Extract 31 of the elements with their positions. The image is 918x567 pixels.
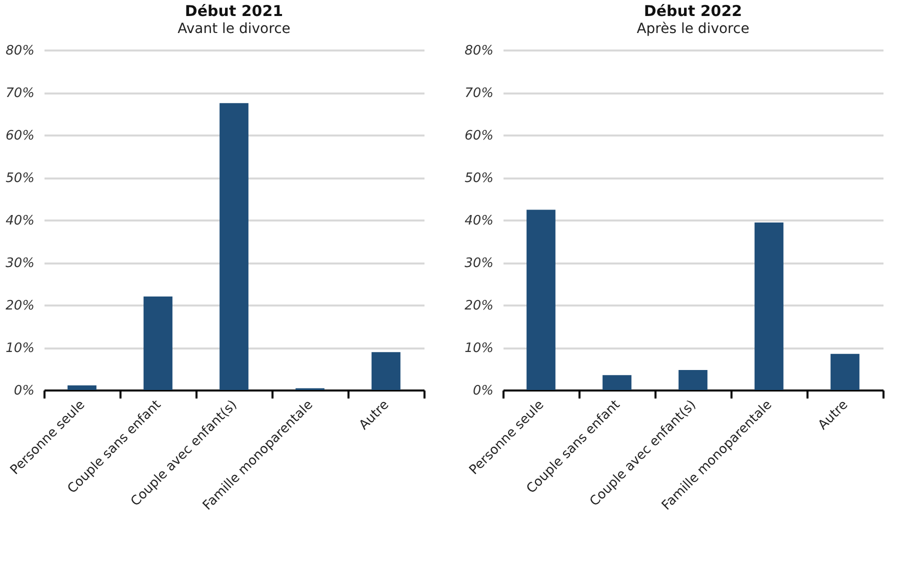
bar xyxy=(526,210,556,390)
y-tick-label: 80% xyxy=(464,44,494,58)
bar xyxy=(678,370,708,390)
bar xyxy=(602,375,632,390)
chart-subtitle: Avant le divorce xyxy=(178,21,290,37)
y-tick-label: 10% xyxy=(6,341,34,356)
bar xyxy=(372,352,400,390)
y-tick-label: 30% xyxy=(464,256,494,271)
y-tick-label: 50% xyxy=(464,171,494,186)
bar xyxy=(754,222,784,390)
chart-subtitle: Après le divorce xyxy=(636,21,750,37)
y-tick-label: 0% xyxy=(14,384,34,398)
y-tick-label: 50% xyxy=(6,171,34,186)
y-tick-label: 70% xyxy=(464,86,494,101)
y-tick-label: 30% xyxy=(6,256,34,271)
y-tick-label: 20% xyxy=(6,298,34,314)
y-tick-label: 40% xyxy=(6,214,34,228)
y-tick-label: 10% xyxy=(464,341,494,356)
y-tick-label: 40% xyxy=(464,214,494,228)
y-tick-label: 80% xyxy=(6,44,34,58)
bar xyxy=(220,103,248,390)
y-tick-label: 20% xyxy=(464,298,494,314)
chart-title: Début 2021 xyxy=(184,2,284,20)
y-tick-label: 70% xyxy=(6,86,34,101)
bar xyxy=(68,385,96,390)
y-tick-label: 60% xyxy=(464,128,494,144)
bar xyxy=(830,354,860,390)
chart-title: Début 2022 xyxy=(644,2,742,20)
y-tick-label: 60% xyxy=(6,128,34,144)
y-tick-label: 0% xyxy=(472,384,494,398)
bar xyxy=(144,296,172,390)
